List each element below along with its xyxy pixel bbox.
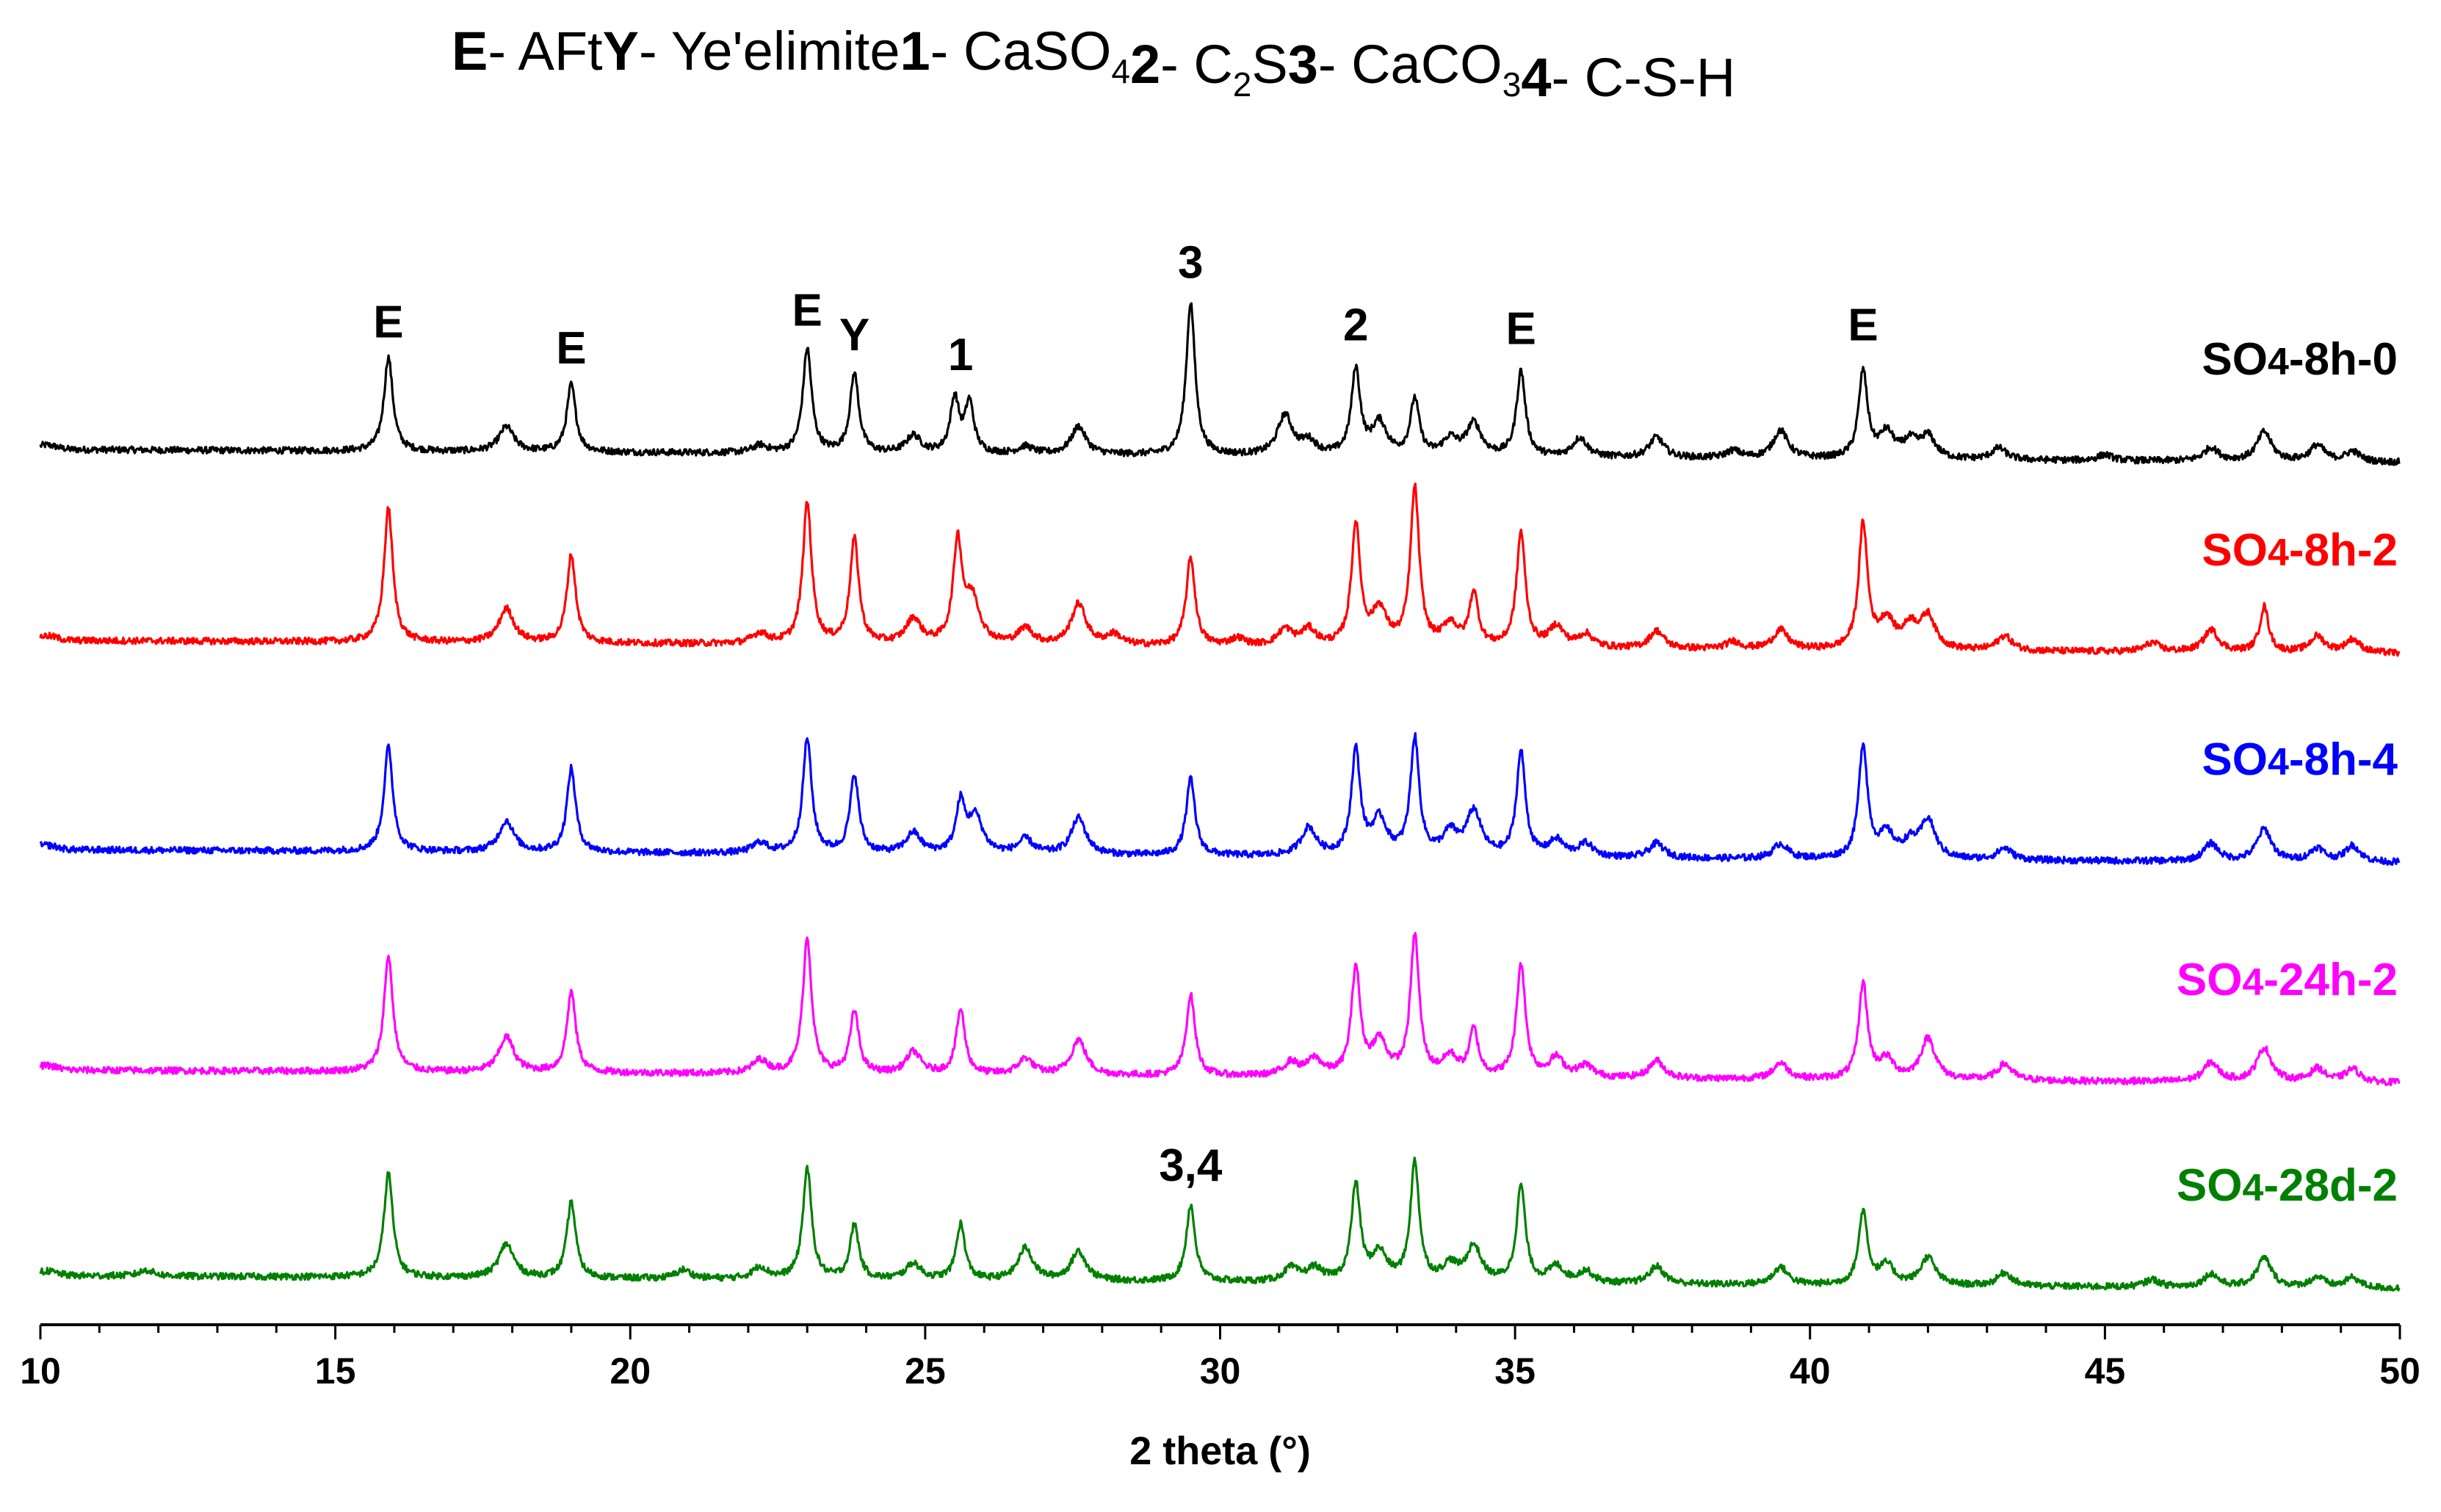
peak-label-9: E (1848, 300, 1878, 351)
x-axis-title: 2 theta (°) (1129, 1429, 1311, 1473)
x-tick-label-20: 20 (610, 1350, 651, 1392)
legend-text: E- AFtY- Ye'elimite1- CaSO42- C2S3- CaCO… (452, 21, 1735, 108)
x-tick-label-35: 35 (1494, 1350, 1536, 1392)
x-tick-label-45: 45 (2085, 1350, 2126, 1392)
peak-label-7: 2 (1343, 300, 1368, 351)
peak-label-10: 3,4 (1159, 1140, 1223, 1191)
peak-annotations: EEE Y 132 E E3,4 (373, 238, 1878, 1191)
series-label-5: SO4-28d-2 (2177, 1160, 2398, 1211)
peak-label-8: E (1506, 304, 1536, 355)
peak-label-5: 1 (948, 330, 973, 380)
series-label-4: SO4-24h-2 (2177, 955, 2398, 1005)
peak-label-1: E (373, 297, 403, 348)
x-tick-label-30: 30 (1200, 1350, 1241, 1392)
series-label-3: SO4-8h-4 (2202, 734, 2398, 785)
series-label-1: SO4-8h-0 (2202, 334, 2398, 385)
xrd-patterns (39, 302, 2401, 1292)
peak-label-3: E (792, 286, 822, 336)
series-label-2: SO4-8h-2 (2202, 525, 2398, 576)
peak-label-6: 3 (1178, 238, 1203, 289)
peak-label-4: Y (839, 310, 869, 361)
peak-label-2: E (556, 323, 586, 374)
x-axis: 10 15 20 25 30 35 40 45 50 2 theta (°) (20, 1323, 2420, 1473)
series-line-1 (39, 302, 2401, 466)
series-line-2 (39, 482, 2401, 657)
x-tick-label-50: 50 (2379, 1350, 2420, 1392)
x-tick-label-10: 10 (20, 1350, 61, 1392)
series-line-4 (39, 932, 2401, 1087)
x-tick-label-40: 40 (1790, 1350, 1831, 1392)
phase-legend: E- AFtY- Ye'elimite1- CaSO42- C2S3- CaCO… (452, 21, 1735, 108)
x-tick-label-25: 25 (905, 1350, 946, 1392)
series-line-5 (39, 1157, 2401, 1292)
x-tick-label-15: 15 (315, 1350, 356, 1392)
series-line-3 (39, 731, 2401, 867)
series-labels: SO4-8h-0 SO4-8h-2 SO4-8h-4 SO4-24h-2 SO4-28d… (2177, 334, 2398, 1211)
